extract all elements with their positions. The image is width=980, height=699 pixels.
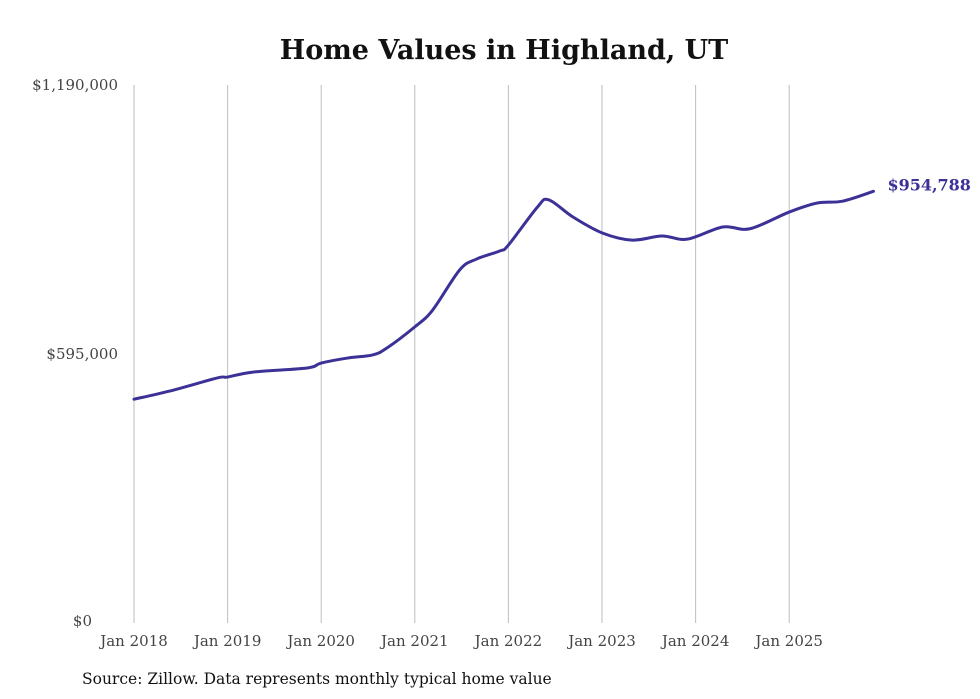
x-tick-label: Jan 2025 xyxy=(753,632,823,650)
y-axis-ticks: $0 $595,000 $1,190,000 xyxy=(32,76,118,630)
x-tick-label: Jan 2022 xyxy=(473,632,543,650)
x-tick-label: Jan 2018 xyxy=(98,632,168,650)
y-tick-label: $595,000 xyxy=(46,345,118,363)
series-line-home-value xyxy=(132,189,875,401)
x-axis-ticks: Jan 2018 Jan 2019 Jan 2020 Jan 2021 Jan 2022… xyxy=(98,632,823,650)
source-note: Source: Zillow. Data represents monthly … xyxy=(82,670,552,688)
x-tick-label: Jan 2023 xyxy=(566,632,636,650)
gridlines xyxy=(133,85,790,623)
end-value-label: $954,788 xyxy=(887,175,971,194)
chart-title: Home Values in Highland, UT xyxy=(280,35,729,66)
y-tick-label: $0 xyxy=(73,612,92,630)
x-tick-label: Jan 2021 xyxy=(379,632,449,650)
x-tick-label: Jan 2024 xyxy=(660,632,730,650)
x-tick-label: Jan 2020 xyxy=(285,632,355,650)
x-tick-label: Jan 2019 xyxy=(192,632,262,650)
y-tick-label: $1,190,000 xyxy=(32,76,118,94)
